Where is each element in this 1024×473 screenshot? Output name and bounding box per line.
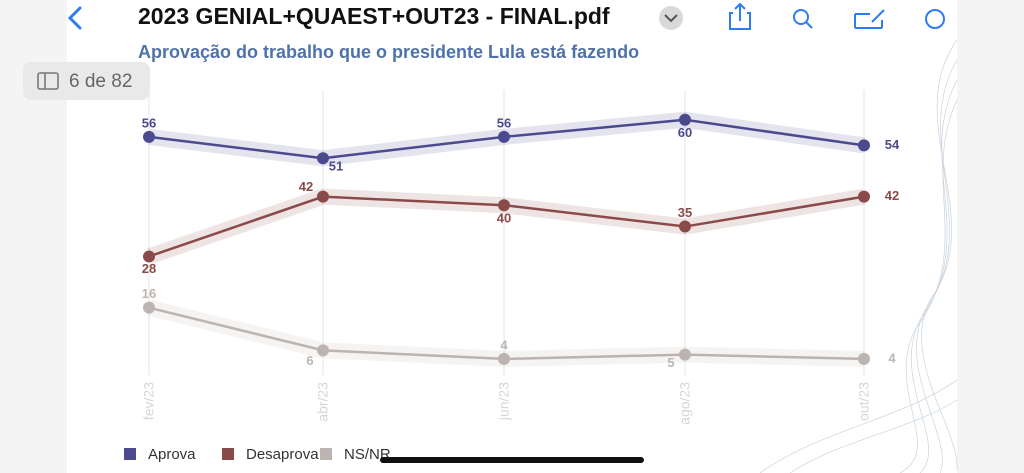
page-indicator-pill[interactable] (23, 62, 150, 100)
chart: fev/23 abr/23 jun/23 ago/23 out/235651566054… (124, 90, 900, 463)
file-title: 2023 GENIAL+QUAEST+OUT23 - FINAL.pdf (138, 3, 610, 29)
data-label: 6 (306, 353, 313, 368)
data-point (143, 130, 155, 143)
data-point (317, 190, 329, 203)
data-point (679, 348, 691, 361)
data-point (679, 220, 691, 233)
data-point (858, 139, 870, 152)
chevron-icon (664, 14, 678, 23)
back-button[interactable] (67, 6, 82, 30)
sidebar-icon (37, 72, 59, 90)
x-tick-label: fev/23 (141, 382, 157, 420)
legend-label: Aprova (148, 446, 196, 463)
data-label: 60 (678, 125, 692, 140)
search-button[interactable] (793, 9, 809, 25)
data-label: 40 (497, 211, 511, 226)
pen-button[interactable] (925, 9, 945, 29)
data-point (317, 152, 329, 165)
legend-swatch (320, 448, 332, 460)
x-tick-label: jun/23 (496, 382, 512, 421)
data-point (498, 352, 510, 365)
legend-swatch (222, 448, 234, 460)
data-point (679, 113, 691, 126)
data-label: 4 (500, 337, 508, 352)
markup-button[interactable] (854, 9, 885, 29)
data-point (498, 130, 510, 143)
data-label: 4 (888, 350, 896, 365)
toolbar (729, 2, 945, 30)
share-button[interactable] (729, 2, 751, 30)
legend-label: NS/NR (344, 446, 391, 463)
x-tick-label: out/23 (856, 382, 872, 421)
data-point (143, 301, 155, 314)
data-label: 56 (497, 115, 511, 130)
chart-title: Aprovação do trabalho que o presidente L… (138, 42, 639, 62)
search-handle (805, 21, 813, 29)
data-point (858, 352, 870, 365)
x-tick-label: abr/23 (315, 382, 331, 422)
page-indicator: 6 de 82 (69, 71, 132, 92)
data-label: 51 (329, 159, 343, 174)
data-label: 28 (142, 261, 156, 276)
data-label: 54 (885, 137, 900, 152)
title-menu-button[interactable] (659, 6, 683, 30)
data-label: 42 (885, 188, 899, 203)
data-label: 35 (678, 205, 692, 220)
x-tick-label: ago/23 (677, 382, 693, 425)
data-point (858, 190, 870, 203)
data-point (317, 344, 329, 357)
home-indicator (380, 457, 644, 463)
data-label: 5 (667, 355, 674, 370)
data-label: 56 (142, 115, 156, 130)
legend-label: Desaprova (246, 446, 319, 463)
data-point (143, 250, 155, 263)
legend-swatch (124, 448, 136, 460)
data-point (498, 199, 510, 212)
pdf-page (67, 0, 957, 473)
data-label: 16 (142, 286, 156, 301)
data-label: 42 (299, 179, 313, 194)
decoration (759, 39, 958, 473)
